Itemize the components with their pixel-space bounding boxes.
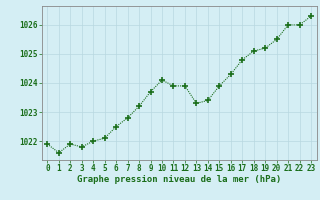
X-axis label: Graphe pression niveau de la mer (hPa): Graphe pression niveau de la mer (hPa) <box>77 175 281 184</box>
